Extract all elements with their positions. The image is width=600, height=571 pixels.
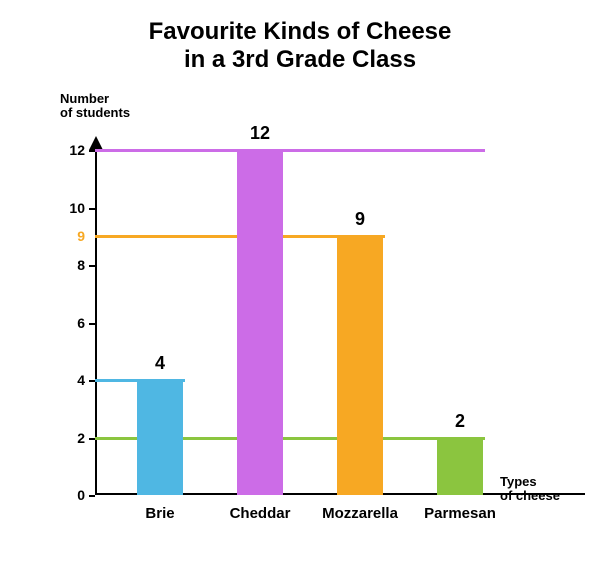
category-label: Parmesan (424, 505, 496, 522)
bar: 4 (137, 380, 183, 495)
bar-value-label: 12 (250, 123, 270, 144)
bar-value-label: 4 (155, 353, 165, 374)
x-axis-label: Types of cheese (500, 475, 560, 504)
y-tick-label: 10 (69, 200, 85, 216)
chart-title: Favourite Kinds of Cheese in a 3rd Grade… (0, 0, 600, 73)
chart-title-line2: in a 3rd Grade Class (184, 46, 416, 73)
y-tick-label: 2 (77, 430, 85, 446)
category-label: Brie (145, 505, 174, 522)
y-tick-mark (89, 208, 95, 210)
bar: 9 (337, 236, 383, 495)
y-axis-line (95, 138, 97, 495)
chart-title-line1: Favourite Kinds of Cheese (149, 18, 452, 45)
chart-plot-area: 02468101294Brie12Cheddar9Mozzarella2Parm… (95, 150, 485, 495)
category-label: Mozzarella (322, 505, 398, 522)
bar: 12 (237, 150, 283, 495)
y-tick-label: 6 (77, 315, 85, 331)
guide-line (95, 149, 485, 152)
y-axis-label: Number of students (60, 92, 130, 121)
category-label: Cheddar (230, 505, 291, 522)
bar: 2 (437, 438, 483, 496)
y-tick-label: 8 (77, 257, 85, 273)
y-tick-mark (89, 323, 95, 325)
bar-value-label: 2 (455, 411, 465, 432)
y-tick-mark (89, 495, 95, 497)
bar-value-label: 9 (355, 209, 365, 230)
y-tick-label: 12 (69, 142, 85, 158)
guide-label: 9 (77, 228, 85, 244)
y-tick-label: 0 (77, 487, 85, 503)
y-tick-label: 4 (77, 372, 85, 388)
y-tick-mark (89, 265, 95, 267)
